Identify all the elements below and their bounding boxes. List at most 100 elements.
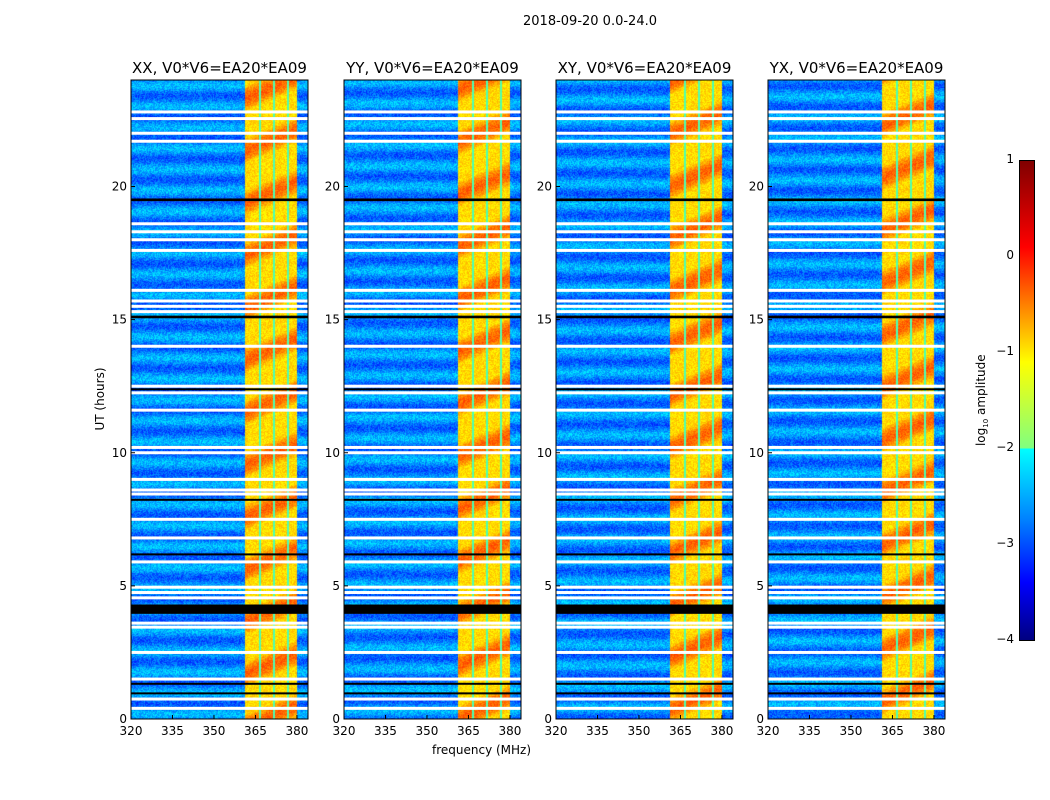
flagged-row-white	[131, 492, 308, 496]
flagged-row-white	[768, 445, 945, 449]
flagged-row-black	[344, 198, 521, 202]
y-tick-label: 10	[749, 446, 764, 460]
flagged-row-white	[131, 677, 308, 681]
y-tick-label: 20	[749, 180, 764, 194]
flagged-row-black	[768, 553, 945, 556]
flagged-row-black	[131, 692, 308, 695]
flagged-row-white	[131, 222, 308, 226]
flagged-row-white	[131, 706, 308, 710]
flagged-row-white	[556, 650, 733, 654]
y-tick-label: 5	[756, 579, 764, 593]
flagged-row-white	[131, 536, 308, 540]
flagged-row-white	[768, 310, 945, 314]
flagged-row-white	[131, 560, 308, 564]
y-tick-label: 15	[325, 313, 340, 327]
flagged-row-white	[131, 299, 308, 303]
flagged-row-white	[768, 536, 945, 540]
colorbar-tick-label: −2	[996, 440, 1014, 454]
flagged-row-white	[344, 492, 521, 496]
x-tick-label: 365	[669, 724, 692, 738]
flagged-row-white	[131, 238, 308, 242]
axes-frame	[130, 79, 309, 720]
y-tick-label: 0	[332, 712, 340, 726]
flagged-row-white	[556, 560, 733, 564]
flagged-row-white	[556, 625, 733, 629]
flagged-row-white	[344, 288, 521, 292]
colorbar-tick-label: −1	[996, 344, 1014, 358]
y-tick-label: 10	[112, 446, 127, 460]
flagged-row-black	[556, 553, 733, 556]
colorbar-tick-label: −4	[996, 632, 1014, 646]
flagged-row-white	[344, 488, 521, 492]
flagged-row-white	[768, 677, 945, 681]
flagged-row-white	[131, 625, 308, 629]
flagged-row-white	[344, 560, 521, 564]
panel-title: YX, V0*V6=EA20*EA09	[769, 59, 944, 77]
flagged-row-white	[131, 585, 308, 589]
flagged-row-white	[556, 585, 733, 589]
flagged-row-white	[131, 517, 308, 521]
flagged-row-white	[344, 451, 521, 455]
flagged-row-black	[768, 315, 945, 319]
flagged-row-black	[556, 198, 733, 202]
flagged-row-white	[768, 492, 945, 496]
flagged-row-white	[344, 536, 521, 540]
y-tick-label: 20	[325, 180, 340, 194]
flagged-row-white	[556, 408, 733, 412]
flagged-row-white	[556, 304, 733, 308]
flagged-row-white	[556, 288, 733, 292]
flagged-row-black	[344, 682, 521, 685]
flagged-row-white	[768, 230, 945, 234]
flagged-row-white	[556, 621, 733, 625]
flagged-row-white	[556, 596, 733, 600]
flagged-row-white	[768, 596, 945, 600]
x-tick-label: 350	[416, 724, 439, 738]
flagged-row-white	[344, 517, 521, 521]
flagged-row-white	[556, 117, 733, 121]
colorbar-tick-label: 0	[1006, 248, 1014, 262]
colorbar-tick-label: −3	[996, 536, 1014, 550]
flagged-row-black	[131, 388, 308, 391]
y-tick-label: 0	[119, 712, 127, 726]
x-axis-label: frequency (MHz)	[432, 743, 532, 757]
flagged-row-white	[131, 650, 308, 654]
flagged-row-black	[131, 315, 308, 319]
flagged-row-white	[344, 408, 521, 412]
x-tick-label: 350	[203, 724, 226, 738]
flagged-row-white	[768, 621, 945, 625]
flagged-row-white	[344, 238, 521, 242]
flagged-row-white	[131, 621, 308, 625]
x-tick-label: 320	[333, 724, 356, 738]
flagged-row-white	[768, 477, 945, 481]
flagged-row-white	[768, 650, 945, 654]
flagged-row-black	[131, 682, 308, 685]
flagged-row-white	[556, 238, 733, 242]
flagged-row-white	[768, 706, 945, 710]
flagged-row-white	[344, 621, 521, 625]
flagged-row-black	[556, 498, 733, 501]
flagged-row-white	[131, 384, 308, 388]
flagged-row-white	[344, 304, 521, 308]
x-tick-label: 380	[710, 724, 733, 738]
flagged-row-black	[344, 388, 521, 391]
flagged-row-black	[344, 498, 521, 501]
flagged-row-white	[344, 384, 521, 388]
flagged-row-white	[344, 591, 521, 595]
flagged-row-black	[344, 604, 521, 614]
flagged-row-white	[344, 131, 521, 135]
y-tick-label: 20	[112, 180, 127, 194]
flagged-row-white	[556, 248, 733, 252]
flagged-row-white	[768, 248, 945, 252]
x-tick-label: 320	[545, 724, 568, 738]
flagged-row-white	[131, 110, 308, 114]
flagged-row-black	[344, 553, 521, 556]
flagged-row-white	[768, 585, 945, 589]
x-tick-label: 365	[457, 724, 480, 738]
flagged-row-white	[556, 139, 733, 143]
y-tick-label: 20	[537, 180, 552, 194]
flagged-row-white	[344, 677, 521, 681]
x-tick-label: 380	[922, 724, 945, 738]
